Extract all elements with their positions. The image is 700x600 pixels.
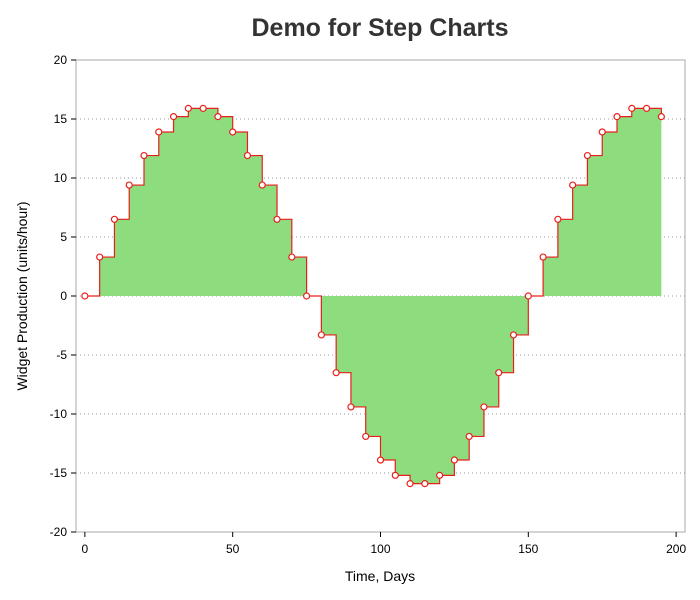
y-tick-label: -20	[50, 525, 68, 539]
data-point-marker	[347, 403, 355, 411]
area-fill	[84, 108, 662, 484]
data-point-marker	[436, 471, 444, 479]
series-step-line	[84, 107, 662, 485]
x-tick-label: 150	[518, 542, 538, 556]
data-point-marker	[406, 480, 414, 488]
y-tick-label: 20	[54, 53, 68, 67]
data-point-marker	[273, 215, 281, 223]
step-line	[84, 107, 662, 485]
x-tick-label: 0	[82, 542, 89, 556]
x-tick-label: 50	[226, 542, 240, 556]
data-point-marker	[583, 151, 592, 160]
data-point-marker	[184, 104, 192, 112]
data-point-marker	[96, 253, 104, 261]
y-tick-label: 15	[54, 112, 68, 126]
data-point-marker	[332, 369, 340, 377]
data-point-marker	[81, 292, 89, 300]
data-point-marker	[642, 104, 651, 112]
data-point-marker	[613, 113, 621, 121]
data-point-marker	[421, 480, 429, 488]
y-tick-label: 10	[54, 171, 68, 185]
data-point-marker	[480, 403, 488, 411]
data-point-marker	[524, 292, 532, 300]
y-tick-label: -15	[50, 466, 68, 480]
data-point-marker	[243, 151, 252, 160]
data-point-marker	[376, 456, 385, 464]
data-point-marker	[317, 331, 325, 339]
data-point-marker	[391, 471, 399, 479]
series-markers	[81, 104, 665, 488]
data-point-marker	[169, 113, 178, 121]
data-point-marker	[539, 253, 547, 261]
data-point-marker	[302, 292, 311, 300]
data-point-marker	[362, 432, 370, 441]
data-point-marker	[214, 113, 222, 121]
data-point-marker	[110, 215, 119, 223]
data-point-marker	[199, 104, 207, 112]
data-point-marker	[258, 181, 266, 189]
x-tick-label: 100	[370, 542, 390, 556]
data-point-marker	[140, 151, 148, 160]
y-axis-label: Widget Production (units/hour)	[14, 201, 30, 390]
y-tick-label: 0	[60, 289, 67, 303]
data-point-marker	[288, 253, 296, 261]
y-tick-label: 5	[60, 230, 67, 244]
data-point-marker	[229, 128, 237, 136]
data-point-marker	[450, 456, 459, 464]
data-point-marker	[495, 369, 503, 377]
chart-title: Demo for Step Charts	[252, 14, 509, 42]
data-point-marker	[598, 128, 606, 136]
data-point-marker	[569, 181, 577, 189]
x-axis-label: Time, Days	[345, 568, 415, 584]
data-point-marker	[657, 113, 665, 121]
data-point-marker	[155, 128, 163, 136]
x-axis-ticks: 0 50 100 150 200	[82, 532, 686, 556]
x-tick-label: 200	[666, 542, 686, 556]
data-point-marker	[465, 432, 473, 441]
data-point-marker	[125, 181, 133, 189]
series-area	[84, 108, 662, 484]
y-tick-label: -5	[56, 348, 67, 362]
data-point-marker	[628, 104, 636, 112]
data-point-marker	[554, 215, 562, 223]
data-point-marker	[509, 331, 518, 339]
y-axis-ticks: -20 -15 -10 -5 0 5 10 15 20	[50, 53, 76, 539]
y-tick-label: -10	[50, 407, 68, 421]
